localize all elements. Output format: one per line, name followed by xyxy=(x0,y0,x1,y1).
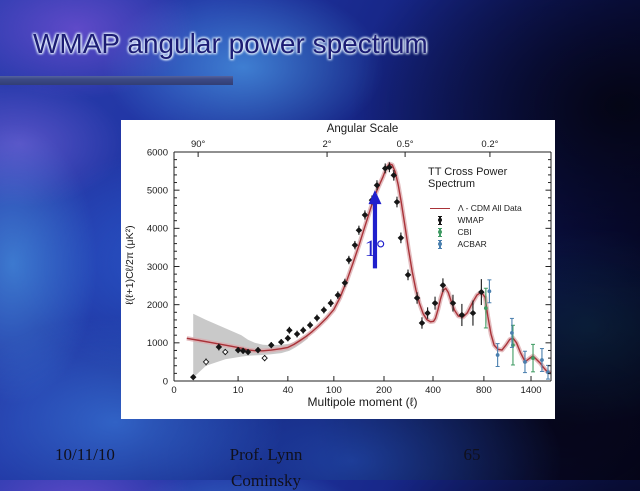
footer-author-line2: Cominsky xyxy=(231,471,301,490)
footer-author-line1: Prof. Lynn xyxy=(229,445,303,464)
svg-text:400: 400 xyxy=(425,385,441,396)
svg-text:1400: 1400 xyxy=(520,385,541,396)
svg-text:0.2°: 0.2° xyxy=(481,139,498,150)
svg-text:0: 0 xyxy=(163,376,168,387)
y-axis-title: ℓ(ℓ+1)Cℓ/2π (μK²) xyxy=(124,225,136,305)
slide-title: WMAP angular power spectrum xyxy=(33,28,428,59)
legend-label-wmap: WMAP xyxy=(457,215,484,225)
svg-text:0.5°: 0.5° xyxy=(397,139,414,150)
svg-text:2°: 2° xyxy=(323,139,332,150)
acbar-point-symbol xyxy=(437,239,442,249)
svg-text:800: 800 xyxy=(476,385,492,396)
power-spectrum-chart: 0 1000 2000 3000 4000 5000 6000 0 10 40 100 200 400 8… xyxy=(147,139,552,396)
legend-item-cbi: CBI xyxy=(428,226,522,238)
cbi-point-symbol xyxy=(437,227,442,237)
wmap-point-symbol xyxy=(437,215,442,225)
svg-text:100: 100 xyxy=(326,385,342,396)
svg-text:40: 40 xyxy=(283,385,294,396)
svg-text:10: 10 xyxy=(233,385,244,396)
svg-text:1000: 1000 xyxy=(147,338,168,349)
svg-text:6000: 6000 xyxy=(147,147,168,158)
legend-item-wmap: WMAP xyxy=(428,214,522,226)
legend-label-lcdm: Λ - CDM All Data xyxy=(458,203,522,213)
svg-text:90°: 90° xyxy=(191,139,206,150)
x-axis-title: Multipole moment (ℓ) xyxy=(307,395,418,409)
legend-title-line2: Spectrum xyxy=(428,178,476,190)
slide-number: 65 xyxy=(463,445,481,464)
legend-title-line1: TT Cross Power xyxy=(428,166,508,178)
chart-panel: 0 1000 2000 3000 4000 5000 6000 0 10 40 100 200 400 8… xyxy=(121,120,555,419)
footer-date: 10/11/10 xyxy=(55,445,115,464)
title-underline-bar xyxy=(0,76,233,85)
svg-text:0: 0 xyxy=(171,385,176,396)
top-axis-title: Angular Scale xyxy=(326,123,399,135)
legend-item-lcdm: Λ - CDM All Data xyxy=(428,202,522,214)
legend-label-cbi: CBI xyxy=(457,227,472,237)
legend-item-acbar: ACBAR xyxy=(428,238,522,250)
legend-title: TT Cross Power Spectrum xyxy=(428,166,522,190)
one-degree-annotation: 1° xyxy=(364,236,386,261)
svg-text:3000: 3000 xyxy=(147,262,168,273)
legend-label-acbar: ACBAR xyxy=(457,239,487,249)
svg-text:4000: 4000 xyxy=(147,224,168,235)
svg-text:200: 200 xyxy=(376,385,392,396)
svg-text:5000: 5000 xyxy=(147,185,168,196)
svg-text:2000: 2000 xyxy=(147,300,168,311)
chart-legend: TT Cross Power Spectrum Λ - CDM All Data… xyxy=(428,166,522,250)
lcdm-line-symbol xyxy=(430,207,450,209)
